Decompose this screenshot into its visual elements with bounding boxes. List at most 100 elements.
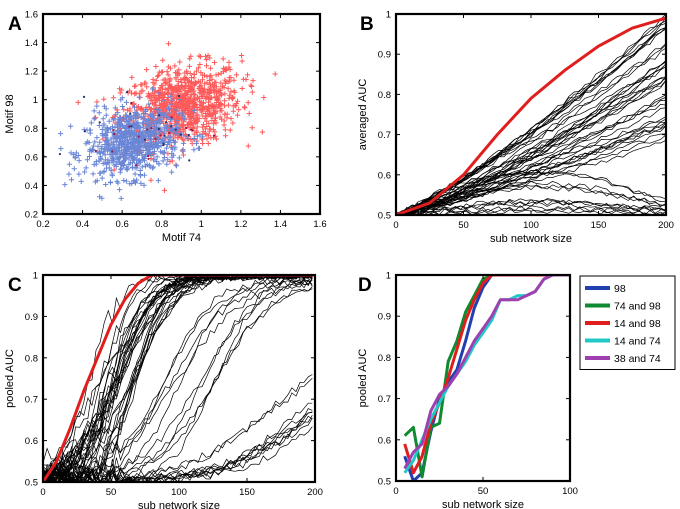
scatter-point xyxy=(180,122,186,129)
scatter-point xyxy=(191,88,197,94)
scatter-point xyxy=(126,156,132,162)
series-line xyxy=(43,277,313,482)
scatter-point xyxy=(234,98,241,104)
scatter-point xyxy=(211,59,218,66)
scatter-point xyxy=(261,94,267,101)
scatter-point xyxy=(179,112,185,118)
scatter-point xyxy=(193,80,199,86)
scatter-point xyxy=(114,156,120,162)
scatter-point xyxy=(217,93,223,99)
scatter-point xyxy=(149,100,156,106)
scatter-point xyxy=(227,92,233,98)
scatter-point xyxy=(103,165,110,171)
scatter-point xyxy=(92,139,98,145)
scatter-point xyxy=(120,115,126,121)
scatter-point xyxy=(208,72,214,79)
y-tick-label: 0.5 xyxy=(25,478,38,489)
axes-frame xyxy=(394,12,668,217)
scatter-point xyxy=(167,75,173,81)
scatter-dot xyxy=(185,126,188,130)
scatter-point xyxy=(94,103,100,109)
scatter-point xyxy=(202,110,208,117)
scatter-point xyxy=(153,102,159,108)
x-tick-label: 150 xyxy=(239,487,255,498)
scatter-dot xyxy=(126,90,129,94)
scatter-point xyxy=(164,161,170,167)
scatter-point xyxy=(99,144,105,150)
scatter-point xyxy=(227,127,233,133)
series-line xyxy=(396,133,666,215)
scatter-point xyxy=(244,72,251,78)
scatter-point xyxy=(124,137,131,143)
legend: 98 74 and 98 14 and 98 14 and 74 38 and 74 xyxy=(579,275,676,370)
scatter-point xyxy=(170,98,176,104)
y-tick-label: 1 xyxy=(386,271,391,282)
scatter-point xyxy=(166,138,172,144)
x-axis-label: sub network size xyxy=(442,499,524,509)
scatter-dot xyxy=(212,134,216,137)
scatter-point xyxy=(236,107,242,113)
scatter-dot xyxy=(179,133,182,136)
scatter-point xyxy=(116,86,123,92)
legend-label: 98 xyxy=(614,283,626,295)
axes-frame xyxy=(394,273,572,483)
scatter-point xyxy=(182,80,188,86)
series-line xyxy=(396,121,666,215)
scatter-point xyxy=(111,135,117,141)
scatter-point xyxy=(108,136,114,142)
scatter-point xyxy=(68,123,74,129)
y-tick-label: 1.4 xyxy=(25,38,38,49)
x-tick-label: 1.2 xyxy=(234,219,247,230)
scatter-point xyxy=(123,99,130,105)
scatter-point xyxy=(203,56,210,63)
scatter-point xyxy=(134,136,141,142)
scatter-dot xyxy=(83,130,86,133)
scatter-point xyxy=(222,91,228,97)
scatter-point xyxy=(118,128,125,134)
scatter-point xyxy=(151,115,157,121)
scatter-point xyxy=(128,90,135,96)
series-line xyxy=(43,275,313,482)
scatter-point xyxy=(132,115,139,122)
scatter-point xyxy=(206,94,212,100)
scatter-series-blue xyxy=(43,86,206,201)
scatter-point xyxy=(84,157,91,163)
scatter-point xyxy=(143,108,149,114)
scatter-point xyxy=(165,64,171,70)
x-tick-label: 100 xyxy=(562,486,578,497)
scatter-point xyxy=(234,112,241,118)
scatter-point xyxy=(128,136,134,142)
scatter-point xyxy=(197,79,203,85)
scatter-point xyxy=(187,56,193,62)
scatter-point xyxy=(213,84,220,90)
scatter-point xyxy=(131,104,138,110)
scatter-point xyxy=(109,124,115,130)
x-tick-label: 1.6 xyxy=(313,219,326,230)
scatter-point xyxy=(155,72,162,78)
scatter-point xyxy=(93,161,99,167)
series-line-4 xyxy=(403,275,570,470)
scatter-point xyxy=(203,131,209,137)
scatter-point xyxy=(172,144,178,150)
scatter-point xyxy=(147,112,154,118)
series-line xyxy=(396,44,666,214)
series-line xyxy=(396,80,666,215)
scatter-point xyxy=(101,123,107,129)
scatter-point xyxy=(174,103,180,109)
series-line xyxy=(396,201,666,215)
scatter-point xyxy=(72,155,78,161)
scatter-point xyxy=(201,88,207,94)
series-line xyxy=(43,278,313,482)
scatter-point xyxy=(109,140,115,146)
scatter-dot xyxy=(154,137,157,140)
scatter-point xyxy=(207,126,213,132)
scatter-point xyxy=(124,167,130,173)
scatter-point xyxy=(115,109,121,116)
scatter-point xyxy=(154,141,160,147)
scatter-point xyxy=(168,93,174,99)
scatter-point xyxy=(137,171,144,178)
scatter-point xyxy=(78,178,84,184)
scatter-point xyxy=(231,77,237,83)
scatter-point xyxy=(130,165,136,171)
scatter-dot xyxy=(162,142,165,145)
